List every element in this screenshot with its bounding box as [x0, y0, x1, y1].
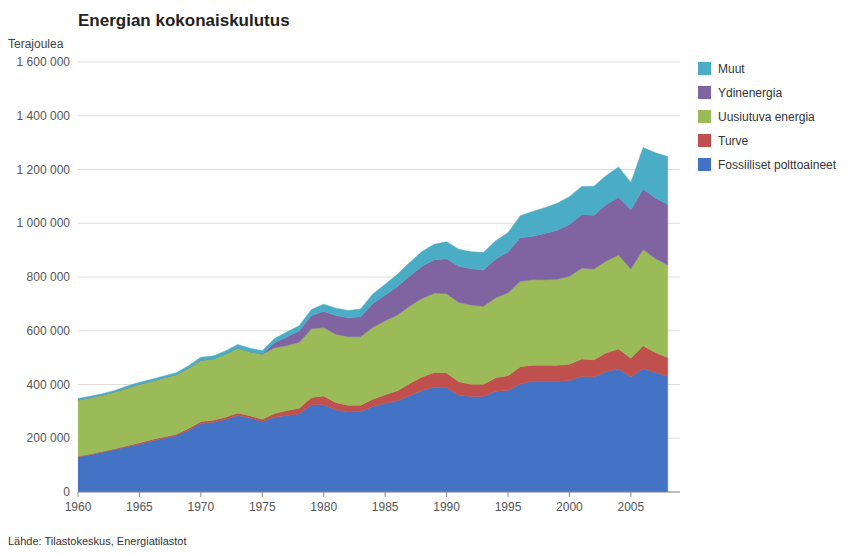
y-tick-label: 1 400 000 [17, 109, 71, 123]
grid-line [78, 115, 680, 116]
x-axis: 1960 1965 1970 1975 1980 1985 1990 1995 2000 2005 [65, 492, 680, 514]
legend-swatch [698, 110, 711, 123]
legend-label: Ydinenergia [718, 86, 782, 100]
legend-swatch [698, 158, 711, 171]
x-tick [323, 492, 324, 497]
x-tick [508, 492, 509, 497]
y-tick-label: 0 [63, 485, 70, 499]
legend-swatch [698, 62, 711, 75]
legend-swatch [698, 134, 711, 147]
x-tick-label: 1980 [310, 500, 337, 514]
x-tick-label: 2005 [618, 500, 645, 514]
x-tick [385, 492, 386, 497]
x-tick-label: 1990 [433, 500, 460, 514]
x-tick [200, 492, 201, 497]
y-tick-label: 400 000 [27, 378, 71, 392]
y-tick-label: 200 000 [27, 431, 71, 445]
x-tick-label: 1975 [249, 500, 276, 514]
x-tick [262, 492, 263, 497]
legend-label: Fossiiliset polttoaineet [718, 158, 837, 172]
y-tick-label: 1 000 000 [17, 216, 71, 230]
legend-label: Uusiutuva energia [718, 110, 815, 124]
y-tick-label: 1 200 000 [17, 163, 71, 177]
grid-line [78, 492, 680, 493]
x-tick [630, 492, 631, 497]
x-tick [139, 492, 140, 497]
legend-label: Turve [718, 134, 749, 148]
y-tick-label: 800 000 [27, 270, 71, 284]
y-tick-label: 600 000 [27, 324, 71, 338]
x-tick [78, 492, 79, 497]
y-axis-label: Terajoulea [8, 37, 64, 51]
legend-swatch [698, 86, 711, 99]
grid-line [78, 62, 680, 63]
area [78, 147, 668, 399]
x-tick-label: 1965 [126, 500, 153, 514]
grid-line [78, 169, 680, 170]
x-tick-label: 1970 [188, 500, 215, 514]
x-tick [446, 492, 447, 497]
area [78, 250, 668, 457]
x-tick-label: 1995 [495, 500, 522, 514]
y-tick-label: 1 600 000 [17, 55, 71, 69]
source: Lähde: Tilastokeskus, Energiatilastot [8, 535, 187, 547]
y-axis: 0 200 000 400 000 600 000 800 000 1 000 000 1 … [17, 55, 680, 499]
legend-label: Muut [718, 62, 745, 76]
legend: Muut Ydinenergia Uusiutuva energia Turve Fos… [698, 62, 837, 172]
x-tick-label: 2000 [556, 500, 583, 514]
x-tick-label: 1985 [372, 500, 399, 514]
areas [78, 147, 668, 492]
chart: Energian kokonaiskulutus Terajoulea 0 200 0… [0, 0, 868, 555]
x-tick-label: 1960 [65, 500, 92, 514]
title: Energian kokonaiskulutus [78, 11, 290, 30]
x-axis-line [78, 492, 680, 493]
x-tick [569, 492, 570, 497]
